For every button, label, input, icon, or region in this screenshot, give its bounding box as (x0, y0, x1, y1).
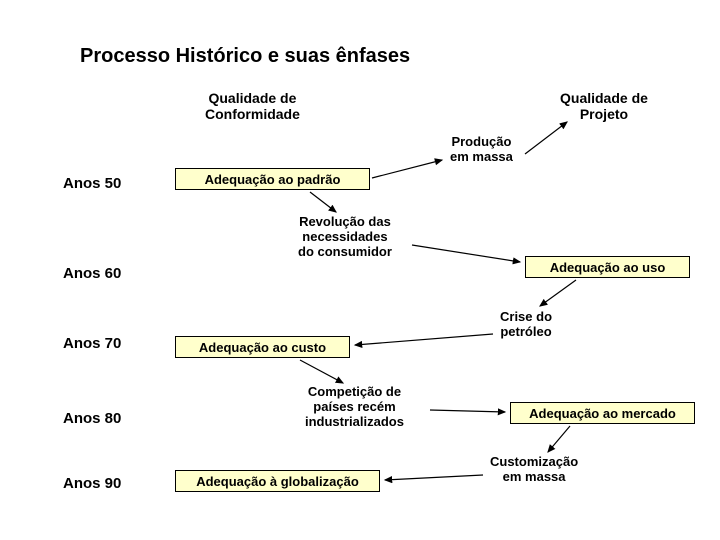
box-adequacao-uso-text: Adequação ao uso (550, 260, 666, 275)
box-adequacao-custo: Adequação ao custo (175, 336, 350, 358)
box-adequacao-uso: Adequação ao uso (525, 256, 690, 278)
row-label-50: Anos 50 (63, 175, 121, 192)
context-c1-l2: em massa (450, 149, 513, 164)
context-customizacao-massa: Customização em massa (490, 455, 578, 485)
context-c2-l3: do consumidor (298, 244, 392, 259)
header-projeto-l2: Projeto (580, 106, 628, 122)
context-c3-l2: petróleo (500, 324, 551, 339)
context-c4-l2: países recém (313, 399, 395, 414)
row-label-70: Anos 70 (63, 335, 121, 352)
arrow-a4 (412, 245, 520, 262)
page-title: Processo Histórico e suas ênfases (80, 45, 410, 68)
context-revolucao-necessidades: Revolução das necessidades do consumidor (298, 215, 392, 260)
box-adequacao-globalizacao-text: Adequação à globalização (196, 474, 359, 489)
box-adequacao-padrao: Adequação ao padrão (175, 168, 370, 190)
context-c2-l2: necessidades (302, 229, 387, 244)
header-conformidade-l1: Qualidade de (208, 90, 296, 106)
box-adequacao-custo-text: Adequação ao custo (199, 340, 326, 355)
arrow-a1 (372, 160, 442, 178)
box-adequacao-padrao-text: Adequação ao padrão (205, 172, 341, 187)
box-adequacao-mercado-text: Adequação ao mercado (529, 406, 676, 421)
row-label-60: Anos 60 (63, 265, 121, 282)
arrow-a3 (310, 192, 336, 212)
header-conformidade: Qualidade de Conformidade (205, 90, 300, 122)
context-c5-l1: Customização (490, 454, 578, 469)
context-crise-petroleo: Crise do petróleo (500, 310, 552, 340)
context-c5-l2: em massa (503, 469, 566, 484)
arrow-a2 (525, 122, 567, 154)
context-c4-l1: Competição de (308, 384, 401, 399)
box-adequacao-globalizacao: Adequação à globalização (175, 470, 380, 492)
context-c3-l1: Crise do (500, 309, 552, 324)
header-projeto-l1: Qualidade de (560, 90, 648, 106)
arrow-a6 (355, 334, 493, 345)
arrow-a7 (300, 360, 343, 383)
arrow-a8 (430, 410, 505, 412)
context-c2-l1: Revolução das (299, 214, 391, 229)
arrow-a5 (540, 280, 576, 306)
arrow-a9 (548, 426, 570, 452)
arrow-a10 (385, 475, 483, 480)
row-label-80: Anos 80 (63, 410, 121, 427)
context-producao-massa: Produção em massa (450, 135, 513, 165)
header-conformidade-l2: Conformidade (205, 106, 300, 122)
context-competicao-paises: Competição de países recém industrializa… (305, 385, 404, 430)
context-c1-l1: Produção (451, 134, 511, 149)
context-c4-l3: industrializados (305, 414, 404, 429)
box-adequacao-mercado: Adequação ao mercado (510, 402, 695, 424)
header-projeto: Qualidade de Projeto (560, 90, 648, 122)
row-label-90: Anos 90 (63, 475, 121, 492)
